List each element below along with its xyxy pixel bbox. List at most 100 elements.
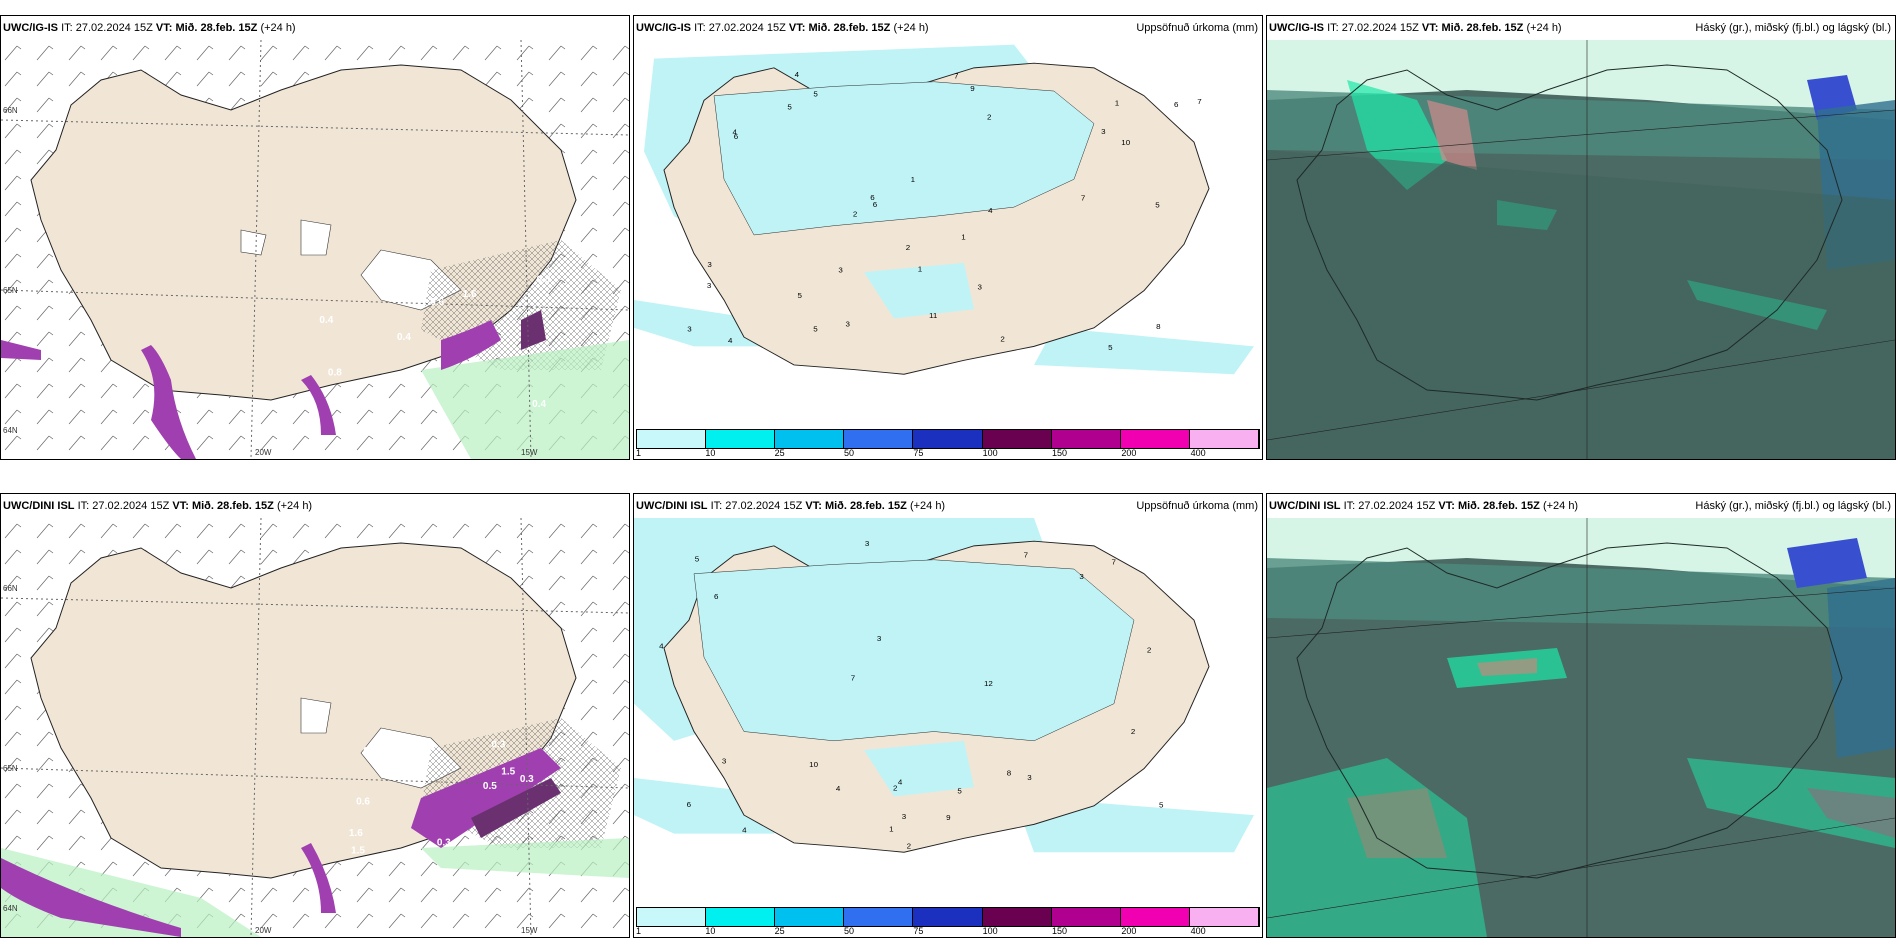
legend-tick-label: 50 — [844, 926, 855, 936]
precip-value-label: 4 — [733, 128, 738, 137]
wind-value-label: 0.6 — [430, 297, 444, 308]
lead-time: (+24 h) — [893, 22, 929, 34]
panel-header: UWC/IG-IS IT: 27.02.2024 15Z VT: Mið. 28… — [1, 16, 629, 40]
cloud-map — [1267, 40, 1895, 459]
precip-value-label: 4 — [836, 784, 841, 793]
lon-label-20w: 20W — [255, 926, 272, 935]
precip-value-label: 4 — [898, 778, 903, 787]
legend-tick-label: 150 — [1052, 926, 1068, 936]
wind-value-label: 0.3 — [363, 746, 377, 757]
legend-tick-label: 1 — [636, 448, 642, 458]
precip-value-label: 3 — [865, 539, 869, 548]
wind-value-label: 0.3 — [491, 740, 505, 751]
legend-tick-label: 400 — [1190, 926, 1206, 936]
precip-value-label: 2 — [907, 842, 911, 851]
legend-swatch — [637, 908, 707, 926]
precip-value-label: 4 — [795, 70, 800, 79]
legend-tick-label: 200 — [1121, 448, 1137, 458]
lat-label-66n: 66N — [3, 584, 18, 593]
panel-title: Háský (gr.), miðský (fj.bl.) og lágský (… — [1695, 22, 1891, 34]
precip-value-label: 10 — [809, 760, 818, 769]
model-name: UWC/IG-IS — [3, 22, 58, 34]
legend-tick-label: 150 — [1052, 448, 1068, 458]
precip-value-label: 6 — [687, 800, 691, 809]
panel-header: UWC/IG-IS IT: 27.02.2024 15Z VT: Mið. 28… — [634, 16, 1262, 40]
precip-value-label: 1 — [911, 175, 915, 184]
legend-tick-label: 100 — [982, 926, 998, 936]
precip-value-label: 2 — [1147, 646, 1151, 655]
vt-value: Mið. 28.feb. 15Z — [1441, 22, 1524, 34]
lat-label-64n: 64N — [3, 426, 18, 435]
legend-bar — [636, 429, 1260, 449]
wind-value-label: 0.8 — [328, 368, 342, 379]
precip-value-label: 9 — [970, 84, 974, 93]
legend-tick-label: 100 — [982, 448, 998, 458]
precip-value-label: 5 — [798, 292, 802, 301]
panel-wind-row1: UWC/IG-IS IT: 27.02.2024 15Z VT: Mið. 28… — [0, 15, 630, 460]
legend-tick-label: 75 — [913, 926, 924, 936]
precip-value-label: 6 — [734, 132, 738, 141]
precip-value-label: 5 — [1159, 801, 1163, 810]
legend-swatch — [1120, 908, 1190, 926]
vt-label: VT: — [1421, 22, 1439, 34]
precip-value-label: 2 — [987, 113, 991, 122]
legend-swatch — [775, 908, 845, 926]
vt-label: VT: — [805, 500, 822, 512]
it-label: IT: — [1327, 22, 1339, 34]
precip-value-label: 5 — [813, 325, 817, 334]
lead-time: (+24 h) — [909, 500, 946, 512]
it-label: IT: — [710, 500, 723, 512]
model-name: UWC/DINI ISL — [636, 500, 708, 512]
precip-value-label: 4 — [659, 642, 664, 651]
vt-value: Mið. 28.feb. 15Z — [824, 500, 907, 512]
precip-value-label: 3 — [1101, 127, 1105, 136]
vt-label: VT: — [1438, 500, 1455, 512]
panel-header: UWC/DINI ISL IT: 27.02.2024 15Z VT: Mið.… — [1, 494, 629, 518]
legend-tick-label: 75 — [913, 448, 924, 458]
panel-wind-row2: UWC/DINI ISL IT: 27.02.2024 15Z VT: Mið.… — [0, 493, 630, 938]
wind-values: 0.5 0.3 0.3 1.5 0.3 0.6 1.6 1.5 0.3 0.5 — [334, 740, 535, 875]
wind-value-label: 1.6 — [349, 828, 363, 839]
precip-value-label: 3 — [707, 281, 711, 290]
vt-label: VT: — [155, 22, 173, 34]
legend-swatch — [1051, 430, 1121, 448]
wind-value-label: 0.4 — [397, 332, 411, 343]
lon-label-15w: 15W — [521, 926, 538, 935]
legend-tick-label: 10 — [705, 926, 716, 936]
legend-swatch — [706, 430, 776, 448]
legend-bar — [636, 907, 1260, 927]
vt-value: Mið. 28.feb. 15Z — [808, 22, 891, 34]
precip-value-label: 5 — [1108, 343, 1112, 352]
it-label: IT: — [61, 22, 73, 34]
wind-map: 0.4 0.4 0.8 0.4 1.6 0.3 1.5 0.6 0.8 — [1, 40, 629, 459]
legend-swatch — [1120, 430, 1190, 448]
precip-value-label: 1 — [889, 825, 893, 834]
it-label: IT: — [694, 22, 706, 34]
precip-value-label: 5 — [1155, 201, 1159, 210]
panel-cloud-row1: UWC/IG-IS IT: 27.02.2024 15Z VT: Mið. 28… — [1266, 15, 1896, 460]
panel-precip-row1: UWC/IG-IS IT: 27.02.2024 15Z VT: Mið. 28… — [633, 15, 1263, 460]
legend-swatch — [982, 430, 1052, 448]
precip-value-label: 3 — [722, 757, 726, 766]
precip-value-label: 6 — [1174, 100, 1178, 109]
precip-value-label: 9 — [946, 813, 950, 822]
precip-value-label: 3 — [1079, 572, 1083, 581]
precip-value-label: 6 — [873, 200, 877, 209]
it-value: 27.02.2024 15Z — [708, 22, 786, 34]
precip-value-label: 3 — [707, 260, 711, 269]
panel-precip-row2: UWC/DINI ISL IT: 27.02.2024 15Z VT: Mið.… — [633, 493, 1263, 938]
model-name: UWC/IG-IS — [636, 22, 691, 34]
precip-legend: 1 10 25 50 75 100 150 200 400 — [634, 907, 1262, 937]
legend-ticks: 1 10 25 50 75 100 150 200 400 — [636, 926, 1260, 936]
lead-time: (+24 h) — [276, 500, 313, 512]
legend-tick-label: 25 — [774, 448, 785, 458]
legend-tick-label: 400 — [1190, 448, 1206, 458]
precip-value-label: 3 — [846, 320, 850, 329]
precip-value-label: 3 — [902, 812, 906, 821]
wind-value-label: 0.4 — [319, 315, 333, 326]
lon-label-20w: 20W — [255, 448, 272, 457]
precip-value-label: 7 — [851, 674, 855, 683]
legend-swatch — [775, 430, 845, 448]
wind-value-label: 0.5 — [334, 863, 348, 874]
